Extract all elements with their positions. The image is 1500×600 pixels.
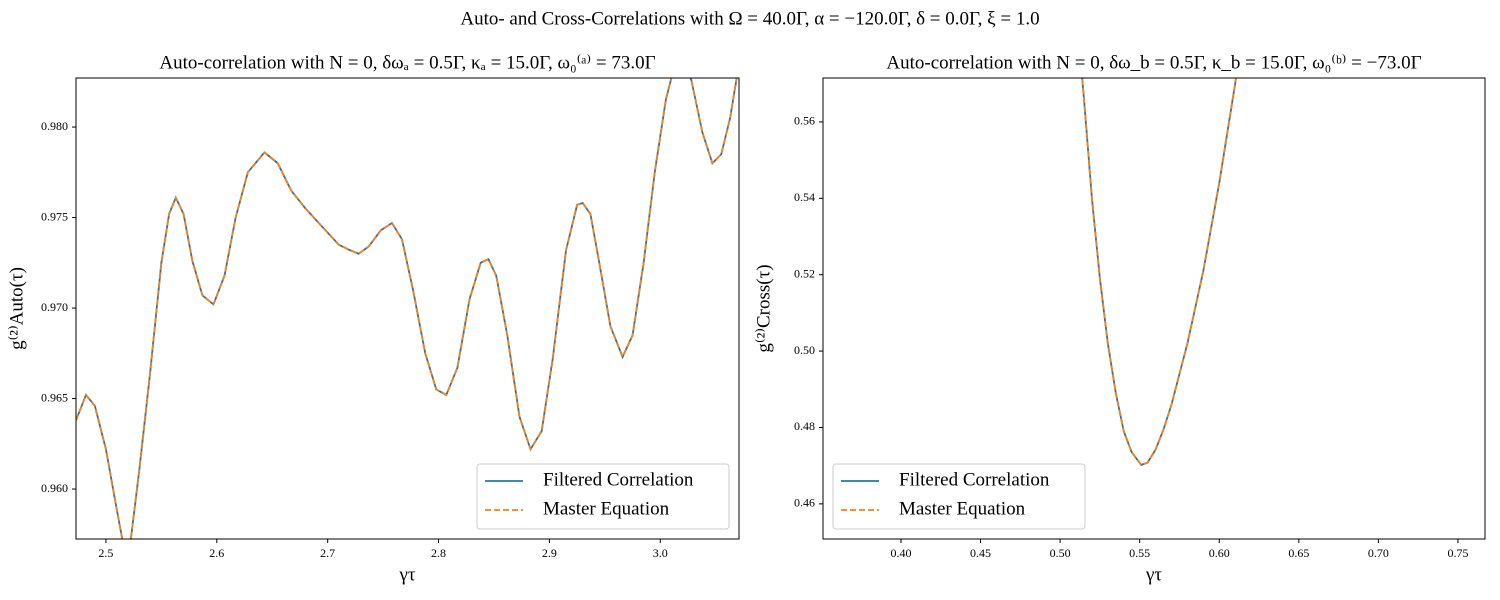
x-tick-label: 2.7 [320,546,335,560]
x-tick-label: 2.6 [209,546,224,560]
x-tick-label: 0.40 [890,546,911,560]
axes: Auto-correlation with N = 0, δω_b = 0.5Γ… [753,52,1486,585]
y-tick-label: 0.975 [41,209,68,223]
x-axis-label: γτ [398,564,415,585]
x-tick-label: 0.45 [970,546,991,560]
axes: Auto-correlation with N = 0, δωₐ = 0.5Γ,… [6,52,740,585]
plot-area [76,78,738,539]
y-tick-label: 0.970 [41,300,68,314]
series-line [76,78,738,539]
y-tick-label: 0.52 [794,266,815,280]
y-tick-label: 0.46 [794,496,815,510]
suptitle: Auto- and Cross-Correlations with Ω = 40… [460,8,1039,29]
y-tick-label: 0.980 [41,119,68,133]
y-tick-label: 0.48 [794,419,815,433]
x-tick-label: 3.0 [653,546,668,560]
y-axis-label: g⁽²⁾Cross(τ) [753,264,774,352]
x-tick-label: 0.75 [1447,546,1468,560]
y-tick-label: 0.50 [794,343,815,357]
legend: Filtered Correlation Master Equation [832,463,1086,530]
y-tick-label: 0.960 [41,481,68,495]
x-tick-label: 0.65 [1288,546,1309,560]
x-axis-label: γτ [1145,564,1162,585]
x-tick-label: 2.5 [98,546,113,560]
y-tick-label: 0.56 [794,114,815,128]
legend: Filtered Correlation Master Equation [476,463,730,530]
y-tick-label: 0.965 [41,390,68,404]
x-tick-label: 0.70 [1368,546,1389,560]
series-line [1081,78,1237,466]
axes-frame [822,77,1486,540]
legend-label: Filtered Correlation [899,469,1050,490]
x-tick-label: 0.55 [1129,546,1150,560]
axes-title: Auto-correlation with N = 0, δωₐ = 0.5Γ,… [159,52,655,73]
series-line [1081,78,1237,466]
legend-label: Master Equation [543,498,670,519]
legend-label: Master Equation [899,498,1026,519]
legend-label: Filtered Correlation [543,469,694,490]
x-tick-label: 2.8 [431,546,446,560]
axes-frame [75,77,740,540]
legend-box [476,463,730,530]
axes-title: Auto-correlation with N = 0, δω_b = 0.5Γ… [886,52,1421,73]
plot-area [1081,78,1237,466]
y-axis-label: g⁽²⁾Auto(τ) [6,267,27,350]
y-tick-label: 0.54 [794,190,815,204]
x-tick-label: 2.9 [542,546,557,560]
legend-box [832,463,1086,530]
x-tick-label: 0.50 [1050,546,1071,560]
x-tick-label: 0.60 [1209,546,1230,560]
